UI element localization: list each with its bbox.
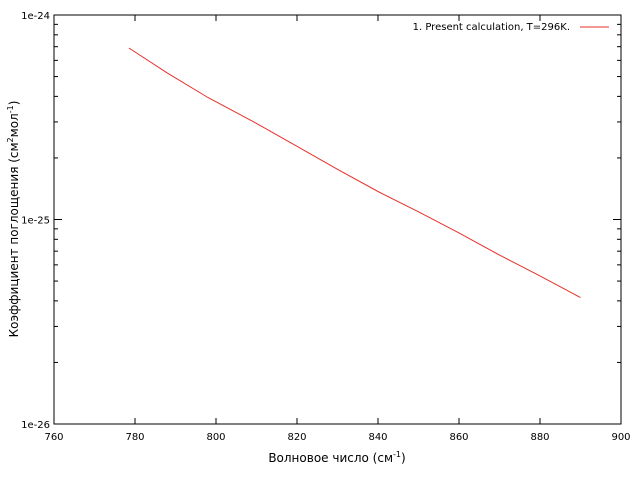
- series-layer: [128, 47, 581, 299]
- legend: 1. Present calculation, T=296K.: [413, 22, 609, 33]
- y-axis-ticks: 1e-26 1e-25 1e-24: [21, 11, 621, 431]
- y-tick-label: 1e-24: [21, 11, 50, 22]
- y-axis-title: Коэффициент поглощения (см2мол-1): [6, 101, 21, 338]
- x-tick-label: 880: [530, 432, 549, 443]
- x-tick-label: 840: [368, 432, 387, 443]
- x-tick-label: 780: [125, 432, 144, 443]
- y-tick-label: 1e-25: [21, 216, 50, 227]
- x-tick-label: 900: [611, 432, 630, 443]
- legend-label: 1. Present calculation, T=296K.: [413, 22, 570, 33]
- x-tick-label: 800: [206, 432, 225, 443]
- x-axis-ticks: 760 780 800 820 840 860 880 900: [44, 15, 631, 443]
- series-line: [128, 47, 581, 299]
- y-tick-label: 1e-26: [21, 420, 50, 431]
- x-axis-title: Волновое число (см-1): [268, 450, 405, 465]
- x-tick-label: 860: [449, 432, 468, 443]
- plot-frame: [53, 14, 622, 425]
- x-tick-label: 820: [287, 432, 306, 443]
- x-tick-label: 760: [44, 432, 63, 443]
